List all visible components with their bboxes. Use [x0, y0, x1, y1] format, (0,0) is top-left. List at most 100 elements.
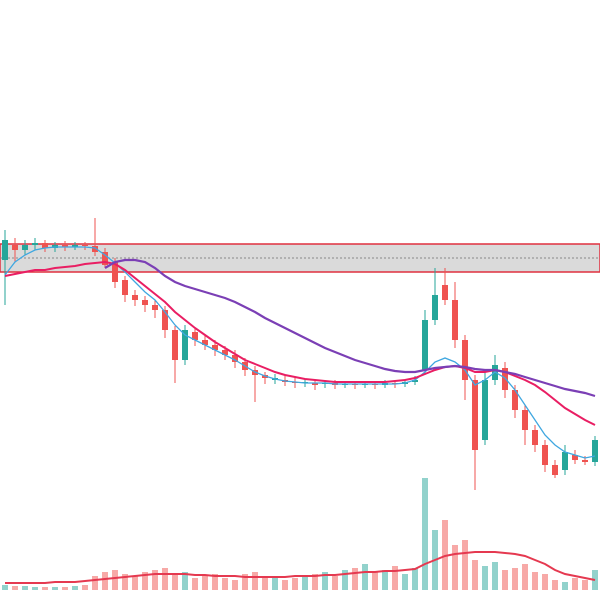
candle-body: [592, 440, 598, 462]
candle-body: [192, 332, 198, 340]
volume-bar: [212, 574, 218, 590]
candle-body: [12, 245, 18, 250]
volume-bar: [322, 572, 328, 590]
candle-body: [182, 330, 188, 360]
candle-body: [132, 295, 138, 300]
volume-bar: [262, 576, 268, 590]
volume-bar: [422, 478, 428, 590]
candle-body: [42, 243, 48, 248]
candle-body: [432, 295, 438, 320]
moving-average: [4, 246, 596, 459]
volume-bar: [162, 568, 168, 590]
candle-body: [532, 430, 538, 445]
volume-bar: [242, 574, 248, 590]
candle-body: [32, 243, 38, 245]
volume-bar: [542, 574, 548, 590]
volume-bar: [42, 587, 48, 590]
candle-body: [452, 300, 458, 340]
candle-body: [102, 252, 108, 265]
volume-bar: [92, 576, 98, 590]
volume-bar: [332, 576, 338, 590]
volume-bar: [112, 570, 118, 590]
candle-body: [172, 330, 178, 360]
candle-body: [422, 320, 428, 370]
volume-bar: [52, 587, 58, 590]
volume-bar: [472, 560, 478, 590]
candle-body: [462, 340, 468, 380]
volume-bar: [22, 586, 28, 590]
volume-bar: [62, 587, 68, 590]
candle-body: [512, 390, 518, 410]
volume-bar: [382, 570, 388, 590]
volume-bar: [392, 566, 398, 590]
candle-body: [72, 245, 78, 247]
candle-body: [152, 305, 158, 310]
volume-bar: [272, 578, 278, 590]
volume-bar: [12, 586, 18, 590]
candle-body: [412, 380, 418, 382]
volume-bar: [402, 574, 408, 590]
candle-body: [552, 465, 558, 475]
volume-bar: [492, 562, 498, 590]
candle-body: [142, 300, 148, 305]
volume-bar: [152, 570, 158, 590]
moving-average: [104, 258, 596, 398]
candle-body: [312, 383, 318, 385]
candle-body: [542, 445, 548, 465]
candle-body: [212, 345, 218, 350]
volume-bar: [452, 545, 458, 590]
candle-body: [482, 380, 488, 440]
candle-body: [202, 340, 208, 345]
candle-body: [112, 262, 118, 282]
volume-bar: [102, 572, 108, 590]
candle-body: [92, 246, 98, 252]
candle-body: [232, 355, 238, 362]
volume-bar: [312, 574, 318, 590]
candle-body: [442, 285, 448, 300]
volume-bar: [562, 582, 568, 590]
candle-body: [582, 460, 588, 462]
volume-bar: [302, 576, 308, 590]
candle-body: [222, 350, 228, 355]
candle-body: [122, 280, 128, 295]
volume-bar: [222, 578, 228, 590]
volume-bar: [582, 580, 588, 590]
volume-bar: [172, 575, 178, 590]
volume-bar: [482, 566, 488, 590]
candle-body: [62, 245, 68, 247]
candle-body: [82, 245, 88, 246]
candle-body: [162, 310, 168, 330]
volume-bar: [352, 568, 358, 590]
volume-bar: [362, 564, 368, 590]
volume-bar: [462, 540, 468, 590]
volume-bar: [372, 572, 378, 590]
volume-bar: [522, 564, 528, 590]
candle-body: [572, 455, 578, 460]
volume-bar: [502, 570, 508, 590]
volume-bar: [412, 568, 418, 590]
volume-bar: [232, 580, 238, 590]
volume-bar: [122, 574, 128, 590]
volume-bar: [512, 568, 518, 590]
volume-bar: [2, 585, 8, 590]
volume-bar: [282, 580, 288, 590]
candle-body: [2, 240, 8, 260]
moving-average: [4, 260, 596, 426]
volume-bar: [572, 578, 578, 590]
candle-body: [472, 380, 478, 450]
candle-body: [22, 245, 28, 250]
candle-body: [522, 410, 528, 430]
volume-bar: [32, 587, 38, 590]
volume-bar: [532, 572, 538, 590]
volume-ma: [5, 551, 596, 584]
volume-bar: [552, 580, 558, 590]
volume-bar: [292, 578, 298, 590]
volume-bar: [202, 576, 208, 590]
volume-bar: [182, 572, 188, 590]
volume-bar: [72, 586, 78, 590]
candle-body: [562, 452, 568, 470]
volume-bar: [192, 578, 198, 590]
volume-bar: [252, 572, 258, 590]
volume-bar: [82, 585, 88, 590]
